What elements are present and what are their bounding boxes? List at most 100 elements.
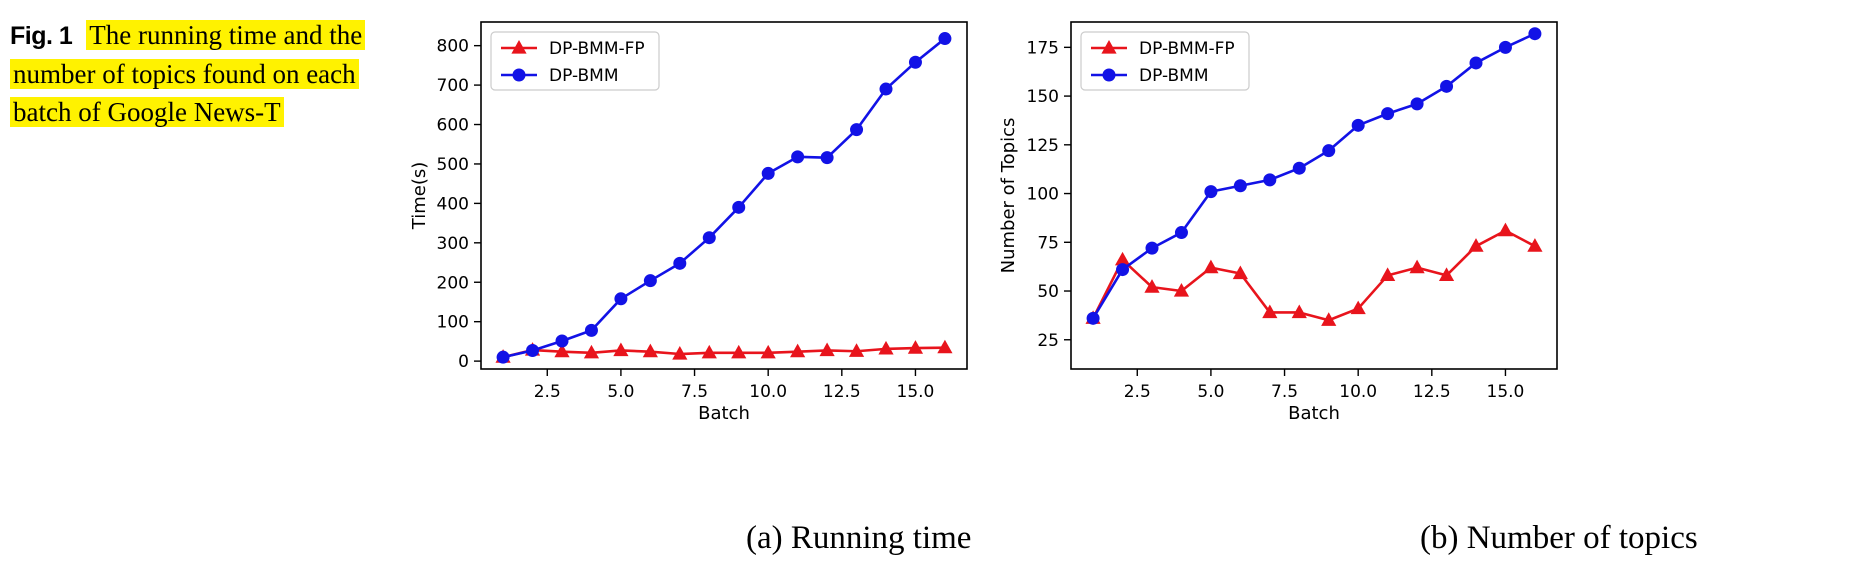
data-point-dp-bmm-15 bbox=[908, 55, 922, 69]
x-tick-label: 15.0 bbox=[897, 382, 935, 402]
data-point-dp-bmm-16 bbox=[1528, 27, 1542, 41]
data-point-dp-bmm-11 bbox=[1381, 107, 1395, 121]
data-point-dp-bmm-fp-14 bbox=[1468, 238, 1484, 252]
x-tick-label: 7.5 bbox=[1271, 382, 1298, 402]
data-point-dp-bmm-fp-5 bbox=[1203, 259, 1219, 274]
data-point-dp-bmm-15 bbox=[1498, 40, 1512, 54]
data-point-dp-bmm-5 bbox=[614, 292, 628, 306]
caption-text-line-3: batch of Google News-T bbox=[10, 97, 284, 127]
y-axis-label: Number of Topics bbox=[998, 118, 1019, 274]
x-tick-label: 15.0 bbox=[1487, 382, 1525, 402]
data-point-dp-bmm-5 bbox=[1204, 185, 1218, 199]
y-tick-label: 125 bbox=[1027, 136, 1059, 156]
data-point-dp-bmm-fp-14 bbox=[878, 340, 894, 355]
data-point-dp-bmm-8 bbox=[702, 231, 716, 245]
x-tick-label: 10.0 bbox=[1339, 382, 1377, 402]
y-tick-label: 100 bbox=[1027, 185, 1059, 205]
data-point-dp-bmm-13 bbox=[850, 123, 864, 137]
data-point-dp-bmm-16 bbox=[938, 32, 952, 46]
data-point-dp-bmm-fp-15 bbox=[1497, 222, 1514, 237]
data-point-dp-bmm-8 bbox=[1292, 161, 1306, 175]
subcaption-running-time: (a) Running time bbox=[746, 520, 972, 556]
caption-text-line-1: The running time and the bbox=[86, 20, 366, 50]
data-point-dp-bmm-fp-16 bbox=[937, 339, 953, 354]
series-line-dp-bmm-fp bbox=[1091, 229, 1536, 322]
data-point-dp-bmm-fp-2 bbox=[1114, 251, 1131, 266]
data-point-dp-bmm-9 bbox=[732, 200, 746, 214]
data-point-dp-bmm-3 bbox=[1145, 241, 1159, 255]
data-point-dp-bmm-12 bbox=[820, 151, 834, 165]
y-tick-label: 500 bbox=[437, 155, 469, 175]
y-tick-label: 200 bbox=[437, 273, 469, 293]
data-point-dp-bmm-2 bbox=[1116, 263, 1130, 277]
data-point-dp-bmm-fp-4 bbox=[583, 344, 600, 359]
series-line-dp-bmm bbox=[502, 37, 946, 359]
y-tick-label: 50 bbox=[1037, 282, 1059, 302]
legend-marker-dp-bmm-fp bbox=[511, 40, 527, 54]
data-point-dp-bmm-fp-8 bbox=[1291, 304, 1307, 319]
legend-label-dp-bmm-fp: DP-BMM-FP bbox=[549, 39, 645, 59]
x-tick-label: 10.0 bbox=[749, 382, 787, 402]
data-point-dp-bmm-fp-5 bbox=[613, 342, 629, 357]
y-tick-label: 700 bbox=[437, 76, 469, 96]
data-point-dp-bmm-6 bbox=[643, 274, 657, 288]
data-point-dp-bmm-7 bbox=[1263, 173, 1277, 187]
data-point-dp-bmm-7 bbox=[673, 256, 687, 270]
y-tick-label: 75 bbox=[1037, 233, 1059, 253]
data-point-dp-bmm-2 bbox=[526, 343, 540, 357]
legend-label-dp-bmm: DP-BMM bbox=[1139, 66, 1209, 86]
data-point-dp-bmm-fp-15 bbox=[907, 340, 924, 354]
data-point-dp-bmm-fp-11 bbox=[1380, 267, 1396, 282]
data-point-dp-bmm-fp-12 bbox=[819, 342, 835, 357]
y-tick-label: 400 bbox=[437, 194, 469, 214]
data-point-dp-bmm-fp-3 bbox=[554, 343, 570, 358]
series-line-dp-bmm bbox=[1091, 32, 1536, 319]
data-point-dp-bmm-3 bbox=[555, 334, 569, 348]
subcaption-number-of-topics: (b) Number of topics bbox=[1420, 520, 1698, 556]
y-tick-label: 150 bbox=[1027, 87, 1059, 107]
chart-1: 2.5 5.0 7.5 10.0 12.5 15.0 0 100 200 300 400 500 600… bbox=[409, 21, 968, 424]
data-point-dp-bmm-4 bbox=[584, 323, 598, 337]
data-point-dp-bmm-fp-9 bbox=[731, 344, 747, 359]
x-tick-label: 12.5 bbox=[823, 382, 861, 402]
y-axis-label: Time(s) bbox=[409, 162, 430, 230]
series-line-dp-bmm-fp bbox=[502, 346, 945, 359]
y-tick-label: 800 bbox=[437, 37, 469, 57]
legend-marker-dp-bmm bbox=[512, 68, 526, 82]
data-point-dp-bmm-fp-13 bbox=[848, 343, 865, 357]
plot-frame bbox=[480, 21, 968, 370]
legend-label-dp-bmm: DP-BMM bbox=[549, 66, 619, 86]
data-point-dp-bmm-fp-10 bbox=[1350, 300, 1366, 315]
data-point-dp-bmm-13 bbox=[1440, 79, 1454, 93]
data-point-dp-bmm-4 bbox=[1174, 226, 1188, 240]
x-tick-label: 7.5 bbox=[681, 382, 708, 402]
legend-label-dp-bmm-fp: DP-BMM-FP bbox=[1139, 39, 1235, 59]
data-point-dp-bmm-fp-7 bbox=[672, 346, 688, 360]
x-tick-label: 2.5 bbox=[1124, 382, 1151, 402]
data-point-dp-bmm-fp-7 bbox=[1262, 304, 1278, 319]
plot-frame bbox=[1070, 21, 1558, 370]
figure-caption: Fig. 1 The running time and the number of… bbox=[10, 16, 430, 131]
data-point-dp-bmm-14 bbox=[1469, 56, 1483, 70]
data-point-dp-bmm-fp-8 bbox=[701, 344, 717, 359]
x-tick-label: 2.5 bbox=[534, 382, 561, 402]
x-axis-label: Batch bbox=[698, 403, 750, 424]
y-tick-label: 600 bbox=[437, 116, 469, 136]
data-point-dp-bmm-fp-9 bbox=[1321, 312, 1337, 326]
y-tick-label: 0 bbox=[458, 352, 469, 372]
x-tick-label: 12.5 bbox=[1413, 382, 1451, 402]
y-tick-label: 300 bbox=[437, 234, 469, 254]
legend-marker-dp-bmm-fp bbox=[1101, 40, 1117, 54]
data-point-dp-bmm-fp-6 bbox=[642, 343, 658, 358]
data-point-dp-bmm-fp-4 bbox=[1173, 283, 1190, 297]
caption-text-line-2: number of topics found on each bbox=[10, 59, 359, 89]
data-point-dp-bmm-fp-3 bbox=[1144, 279, 1160, 293]
y-tick-label: 100 bbox=[437, 313, 469, 333]
x-axis-label: Batch bbox=[1288, 403, 1340, 424]
data-point-dp-bmm-10 bbox=[761, 166, 775, 180]
data-point-dp-bmm-11 bbox=[791, 150, 805, 164]
data-point-dp-bmm-10 bbox=[1351, 118, 1365, 132]
y-tick-label: 25 bbox=[1037, 331, 1059, 351]
data-point-dp-bmm-fp-10 bbox=[760, 344, 776, 359]
